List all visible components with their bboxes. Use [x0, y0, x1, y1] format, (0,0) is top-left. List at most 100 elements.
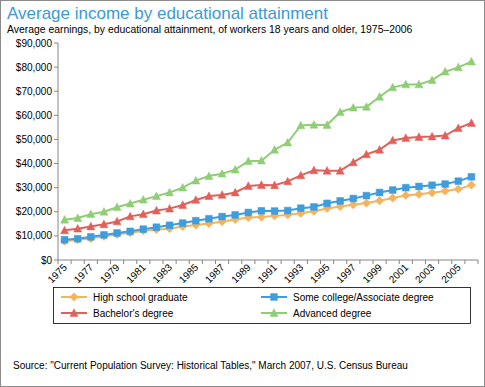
marker — [245, 209, 252, 216]
marker — [87, 222, 95, 230]
marker — [336, 167, 344, 175]
marker — [87, 233, 94, 240]
marker — [284, 177, 292, 185]
marker — [152, 206, 160, 214]
marker — [218, 191, 226, 199]
x-tick — [149, 260, 150, 264]
marker — [61, 236, 68, 243]
marker — [389, 136, 397, 144]
marker — [455, 178, 462, 185]
marker — [441, 131, 449, 139]
marker — [127, 228, 134, 235]
x-tick-label: 1979 — [98, 261, 122, 285]
x-tick-label: 1997 — [334, 261, 358, 285]
x-tick — [123, 260, 124, 264]
y-tick — [54, 260, 58, 261]
x-tick — [438, 260, 439, 264]
marker — [349, 158, 357, 166]
x-tick — [71, 260, 72, 264]
marker — [349, 103, 357, 111]
marker — [416, 183, 423, 190]
marker — [126, 229, 134, 237]
marker — [310, 166, 318, 174]
y-tick-label: $30,000 — [16, 182, 53, 193]
marker — [126, 212, 134, 220]
legend-label: High school graduate — [93, 292, 188, 303]
x-tick-label: 2005 — [439, 261, 463, 285]
x-tick-label: 1989 — [229, 261, 253, 285]
marker — [402, 80, 410, 88]
marker — [467, 57, 475, 65]
x-tick-label: 2001 — [387, 261, 411, 285]
chart: Average income by educational attainment… — [0, 0, 485, 387]
y-tick-label: $0 — [41, 255, 53, 266]
y-tick — [54, 235, 58, 236]
marker — [166, 222, 173, 229]
marker — [310, 121, 318, 129]
marker — [337, 198, 344, 205]
marker — [87, 234, 95, 242]
marker — [362, 150, 370, 158]
y-tick-label: $10,000 — [16, 230, 53, 241]
marker — [468, 173, 475, 180]
y-tick — [54, 115, 58, 116]
y-tick-label: $70,000 — [16, 86, 53, 97]
x-tick — [333, 260, 334, 264]
y-tick-label: $20,000 — [16, 206, 53, 217]
legend-label: Advanced degree — [293, 308, 372, 319]
marker — [61, 226, 69, 234]
marker — [350, 195, 357, 202]
marker — [389, 187, 396, 194]
y-tick-label: $50,000 — [16, 134, 53, 145]
marker — [257, 156, 265, 164]
marker — [376, 93, 384, 101]
marker — [87, 210, 95, 218]
x-tick — [202, 260, 203, 264]
marker — [179, 220, 186, 227]
marker — [139, 227, 147, 235]
marker — [231, 165, 239, 173]
marker — [376, 146, 384, 154]
marker — [206, 215, 213, 222]
legend-label: Bachelor's degree — [93, 308, 174, 319]
marker — [192, 176, 200, 184]
source: Source: "Current Population Survey: Hist… — [13, 360, 408, 371]
y-tick — [54, 187, 58, 188]
x-tick-label: 1977 — [72, 261, 96, 285]
marker — [467, 119, 475, 127]
marker — [415, 80, 423, 88]
x-tick — [386, 260, 387, 264]
marker — [232, 212, 239, 219]
x-tick-label: 1983 — [150, 261, 174, 285]
marker — [415, 190, 423, 198]
chart-frame — [1, 1, 485, 387]
legend-marker — [70, 309, 78, 317]
marker — [100, 232, 108, 240]
marker — [205, 192, 213, 200]
marker — [389, 83, 397, 91]
marker — [297, 171, 305, 179]
x-tick-label: 1987 — [203, 261, 227, 285]
marker — [100, 208, 108, 216]
marker — [100, 220, 108, 228]
marker — [402, 191, 410, 199]
marker — [139, 196, 147, 204]
x-tick-label: 1991 — [255, 261, 279, 285]
series-line — [65, 177, 472, 240]
legend-marker — [270, 309, 278, 317]
title: Average income by educational attainment — [7, 4, 328, 23]
marker — [205, 172, 213, 180]
y-tick — [54, 163, 58, 164]
marker — [218, 169, 226, 177]
marker — [101, 232, 108, 239]
marker — [166, 204, 174, 212]
x-tick — [228, 260, 229, 264]
marker — [297, 205, 304, 212]
x-tick — [478, 260, 479, 264]
marker — [284, 207, 291, 214]
marker — [192, 217, 199, 224]
legend-marker — [271, 294, 278, 301]
marker — [152, 192, 160, 200]
x-tick — [412, 260, 413, 264]
marker — [74, 214, 82, 222]
